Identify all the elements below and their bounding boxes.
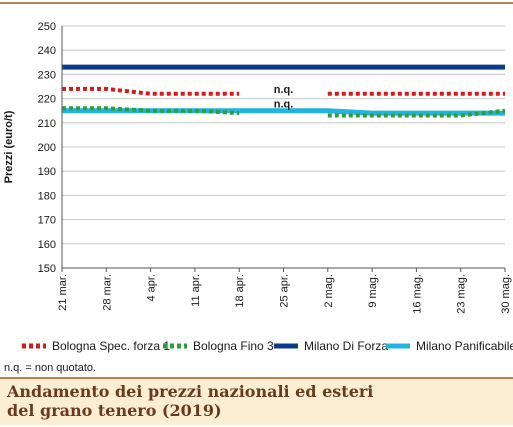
x-tick-label: 21 mar. (57, 274, 69, 311)
y-axis-label: Prezzi (euro/t) (3, 110, 15, 183)
y-tick-label: 180 (38, 190, 56, 202)
y-tick-label: 250 (38, 21, 56, 33)
y-tick-label: 200 (38, 142, 56, 154)
y-tick-label: 230 (38, 69, 56, 81)
legend-label: Bologna Fino 3 (193, 339, 274, 353)
not-quoted-annotation: n.q. (274, 84, 294, 96)
legend: Bologna Spec. forza 1 Bologna Fino 3 Milan… (22, 339, 513, 353)
x-tick-label: 11 apr. (190, 274, 202, 307)
price-line-chart: 150 160 170 180 190 200 210 220 230 240 250 21 mar… (3, 21, 513, 353)
x-tick-label: 2 mag. (323, 274, 335, 308)
y-tick-label: 240 (38, 45, 56, 57)
y-tick-label: 170 (38, 215, 56, 227)
x-tick-label: 18 apr. (234, 274, 246, 308)
figure-title-box: Andamento dei prezzi nazionali ed esteri… (0, 377, 513, 425)
y-tick-label: 190 (38, 166, 56, 178)
x-tick-label: 30 mag. (500, 274, 512, 314)
not-quoted-annotation: n.q. (274, 98, 294, 110)
top-rule (0, 2, 513, 4)
figure-title-line-2: del grano tenero (2019) (7, 401, 222, 420)
y-tick-label: 160 (38, 239, 56, 251)
legend-label: Milano Di Forza (304, 339, 388, 353)
x-tick-label: 16 mag. (411, 274, 423, 314)
y-tick-labels: 150 160 170 180 190 200 210 220 230 240 250 (38, 21, 56, 275)
figure-title-line-1: Andamento dei prezzi nazionali ed esteri (7, 382, 374, 401)
annotations: n.q. n.q. (274, 84, 294, 111)
legend-label: Bologna Spec. forza 1 (52, 339, 170, 353)
x-tick-label: 4 apr. (146, 274, 158, 302)
y-tick-label: 210 (38, 118, 56, 130)
series-lines (62, 64, 506, 118)
series-line-bologna-fino-3 (62, 106, 506, 118)
series-line-bologna-spec-forza-1 (62, 86, 505, 96)
y-tick-label: 220 (38, 94, 56, 106)
legend-label: Milano Panificabile (416, 339, 513, 353)
x-tick-labels: 21 mar. 28 mar. 4 apr. 11 apr. 18 apr. 25 apr… (57, 274, 512, 314)
x-tick-label: 9 mag. (367, 274, 379, 308)
y-tick-label: 150 (38, 263, 56, 275)
footnote: n.q. = non quotato. (4, 362, 97, 374)
x-tick-label: 23 mag. (456, 274, 468, 314)
x-tick-label: 28 mar. (101, 274, 113, 311)
x-tick-label: 25 apr. (279, 274, 291, 308)
grid-lines (62, 25, 505, 269)
axes (61, 26, 506, 272)
